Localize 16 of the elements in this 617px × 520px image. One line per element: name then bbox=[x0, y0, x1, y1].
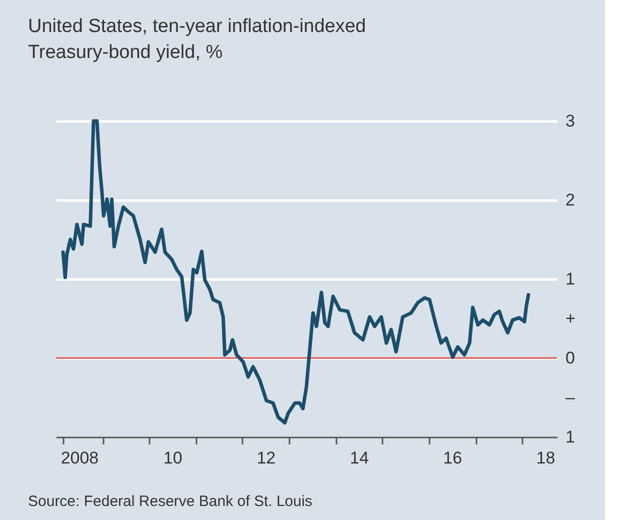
chart-title: United States, ten-year inflation-indexed Treasury-bond yield, % bbox=[28, 15, 367, 65]
y-tick-label: + bbox=[566, 309, 576, 328]
y-tick-label: 1 bbox=[566, 270, 575, 288]
x-tick-label: 14 bbox=[350, 448, 369, 468]
x-tick-label: 2008 bbox=[60, 448, 99, 468]
source-note: Source: Federal Reserve Bank of St. Louis bbox=[28, 493, 312, 510]
x-tick-label: 10 bbox=[163, 448, 182, 468]
y-tick-label: – bbox=[566, 388, 576, 407]
x-tick-label: 18 bbox=[536, 448, 556, 468]
y-tick-label: 1 bbox=[566, 428, 575, 446]
y-tick-label: 0 bbox=[566, 348, 575, 368]
line-series bbox=[61, 119, 530, 425]
x-tick-label: 16 bbox=[443, 448, 462, 468]
y-tick-label: 3 bbox=[566, 112, 575, 130]
y-tick-label: 2 bbox=[566, 190, 575, 210]
x-tick-label: 12 bbox=[256, 448, 276, 468]
